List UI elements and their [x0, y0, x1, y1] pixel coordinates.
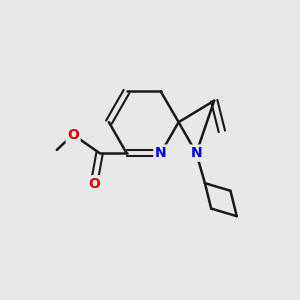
Text: N: N: [155, 146, 167, 160]
Text: N: N: [190, 146, 202, 160]
Text: O: O: [67, 128, 79, 142]
Text: O: O: [88, 177, 100, 191]
